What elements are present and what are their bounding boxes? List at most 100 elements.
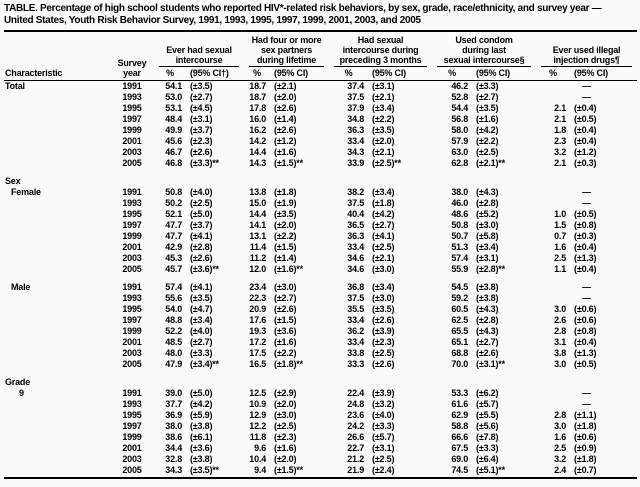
ci-cell: (±3.6)**	[190, 264, 219, 274]
ci-cell: (±1.9)	[274, 198, 297, 208]
percent-cell: 2.8	[554, 326, 567, 336]
ci-cell: (±7.8)	[476, 432, 499, 442]
percent-cell: 45.7	[165, 264, 182, 274]
characteristic-cell	[4, 304, 110, 315]
year-cell: 1999	[122, 231, 142, 241]
year-cell: 1995	[122, 209, 142, 219]
table-row: 1997 48.8 (±3.4) 17.6 (±1.5) 33.4 (±2.6) 62.5 (±…	[4, 315, 637, 326]
table-row: 1999 49.9 (±3.7) 16.2 (±2.6) 36.3 (±3.5) 58.0 (±…	[4, 125, 637, 136]
percent-cell: 17.6	[249, 315, 267, 325]
ci-cell: (±1.6)**	[274, 264, 303, 274]
ci-cell: (±3.2)	[372, 399, 395, 409]
ci-cell: (±4.1)	[190, 231, 213, 241]
ci-cell: (±2.6)	[190, 147, 213, 157]
table-row: 2001 45.6 (±2.3) 14.2 (±1.2) 33.4 (±2.0) 57.9 (±…	[4, 136, 637, 147]
percent-cell: 50.8	[451, 220, 469, 230]
year-cell: 1991	[122, 81, 142, 91]
characteristic-cell	[4, 209, 110, 220]
table-row: Total 1991 54.1 (±3.5) 18.7 (±2.1) 37.4 (±3.1) 4…	[4, 81, 637, 93]
characteristic-cell: Male	[11, 282, 31, 292]
characteristic-cell	[4, 158, 110, 169]
percent-cell: 55.6	[165, 293, 182, 303]
ci-cell: (±2.5)**	[372, 158, 401, 168]
percent-cell: 23.6	[347, 410, 365, 420]
ci-cell: (±2.7)	[372, 220, 395, 230]
ci-cell: (±3.3)	[372, 421, 395, 431]
characteristic-cell	[4, 231, 110, 242]
ci-cell: (±2.8)	[476, 198, 499, 208]
ci-cell: (±3.4)	[190, 315, 213, 325]
ci-cell: (±1.8)	[574, 421, 597, 431]
percent-cell: 37.4	[347, 81, 365, 91]
characteristic-cell	[4, 454, 110, 465]
ci-cell: (±5.0)	[190, 388, 213, 398]
percent-cell: 68.8	[451, 348, 469, 358]
ci-cell: (±0.9)	[574, 443, 597, 453]
year-cell: 2005	[122, 158, 142, 168]
ci-cell: (±2.6)	[372, 359, 395, 369]
ci-cell: (±1.8)	[274, 187, 297, 197]
percent-cell: 13.1	[249, 231, 267, 241]
characteristic-cell: Total	[5, 81, 25, 91]
ci-cell: (±2.7)	[274, 293, 297, 303]
ci-cell: (±5.9)	[190, 410, 213, 420]
percent-cell: 17.8	[249, 103, 267, 113]
percent-cell: 21.9	[347, 465, 365, 475]
percent-cell: 22.3	[249, 293, 267, 303]
ci-cell: (±3.1)	[372, 81, 395, 91]
ci-cell: (±3.0)	[372, 293, 395, 303]
percent-cell: 1.8	[554, 125, 567, 135]
percent-cell: 34.8	[347, 114, 365, 124]
percent-cell: 37.5	[347, 92, 365, 102]
ci-cell: (±6.1)	[190, 432, 213, 442]
table-row: 2001 34.4 (±3.6) 9.6 (±1.6) 22.7 (±3.1) 67.5 (±3…	[4, 443, 637, 454]
percent-cell: 19.3	[249, 326, 267, 336]
subheader-percent: %	[154, 67, 186, 81]
percent-cell: 59.2	[451, 293, 469, 303]
group-header-injection-drugs: Ever used illegal injection drugs¶	[536, 32, 637, 67]
subheader-percent: %	[244, 67, 271, 81]
year-cell: 2003	[122, 348, 142, 358]
ci-cell: (±4.2)	[190, 399, 213, 409]
characteristic-cell	[4, 337, 110, 348]
table-header: Characteristic Survey year Ever had sexu…	[4, 32, 638, 81]
risk-behavior-table: Characteristic Survey year Ever had sexu…	[4, 32, 638, 476]
ci-cell: (±1.3)	[574, 253, 597, 263]
percent-cell: 66.6	[451, 432, 469, 442]
characteristic-cell	[4, 399, 110, 410]
ci-cell: (±3.0)	[476, 220, 499, 230]
subheader-ci: (95% CI)	[270, 67, 330, 81]
ci-cell: (±3.6)	[274, 326, 297, 336]
ci-cell: (±1.4)	[274, 253, 297, 263]
subheader-percent: %	[536, 67, 571, 81]
percent-cell: 11.8	[249, 432, 267, 442]
characteristic-cell	[4, 147, 110, 158]
ci-cell: (±3.9)	[372, 326, 395, 336]
percent-cell: 18.7	[249, 92, 267, 102]
percent-cell: 34.3	[165, 465, 182, 475]
ci-cell: (±3.9)	[372, 388, 395, 398]
percent-cell: 38.0	[165, 421, 182, 431]
percent-cell: 16.5	[249, 359, 267, 369]
group-header-four-or-more-partners: Had four or more sex partners during lif…	[244, 32, 329, 67]
ci-cell: (±0.5)	[574, 359, 597, 369]
ci-cell: (±0.6)	[574, 315, 597, 325]
percent-cell: 2.6	[554, 315, 567, 325]
year-cell: 2003	[122, 253, 142, 263]
column-header-survey-year: Survey year	[110, 32, 154, 81]
year-cell: 1993	[122, 92, 142, 102]
table-row: 1999 38.6 (±6.1) 11.8 (±2.3) 26.6 (±5.7) 66.6 (±…	[4, 432, 637, 443]
percent-cell: 36.8	[347, 282, 365, 292]
characteristic-cell	[4, 421, 110, 432]
percent-cell: 3.2	[554, 454, 567, 464]
percent-cell: 50.8	[165, 187, 182, 197]
ci-cell: (±4.1)	[190, 282, 213, 292]
year-cell: 1999	[122, 432, 142, 442]
ci-cell: (±2.0)	[274, 220, 297, 230]
ci-cell: (±1.6)	[274, 443, 297, 453]
percent-cell: 48.4	[165, 114, 182, 124]
ci-cell: (±4.0)	[190, 187, 213, 197]
table-row: 2003 46.7 (±2.6) 14.4 (±1.6) 34.3 (±2.1) 63.0 (±…	[4, 147, 637, 158]
no-data-dash: —	[582, 399, 591, 409]
ci-cell: (±5.5)	[476, 410, 499, 420]
